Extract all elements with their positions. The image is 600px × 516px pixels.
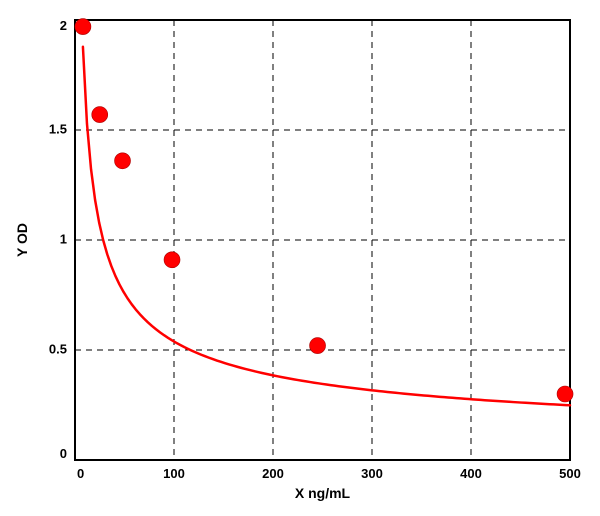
x-tick-label: 100 (163, 466, 185, 481)
data-point (557, 386, 573, 402)
y-tick-label: 0 (60, 446, 67, 461)
chart-container: { "chart": { "type": "scatter+line", "wi… (0, 0, 600, 516)
y-tick-label: 0.5 (49, 341, 67, 356)
y-axis-label: Y OD (14, 223, 30, 257)
y-tick-label: 1 (60, 231, 67, 246)
x-tick-label: 500 (559, 466, 581, 481)
od-vs-ngml-chart: 0 100 200 300 400 500 0 0.5 1 1.5 2 X ng/mL Y OD (0, 0, 600, 516)
data-point (115, 153, 131, 169)
x-tick-label: 200 (262, 466, 284, 481)
x-tick-label: 400 (460, 466, 482, 481)
data-point (310, 338, 326, 354)
x-tick-label: 0 (77, 466, 84, 481)
y-tick-label: 1.5 (49, 121, 67, 136)
y-tick-label: 2 (60, 18, 67, 33)
x-tick-label: 300 (361, 466, 383, 481)
data-point (92, 107, 108, 123)
data-point (164, 252, 180, 268)
x-axis-label: X ng/mL (295, 485, 351, 501)
data-point (75, 19, 91, 35)
